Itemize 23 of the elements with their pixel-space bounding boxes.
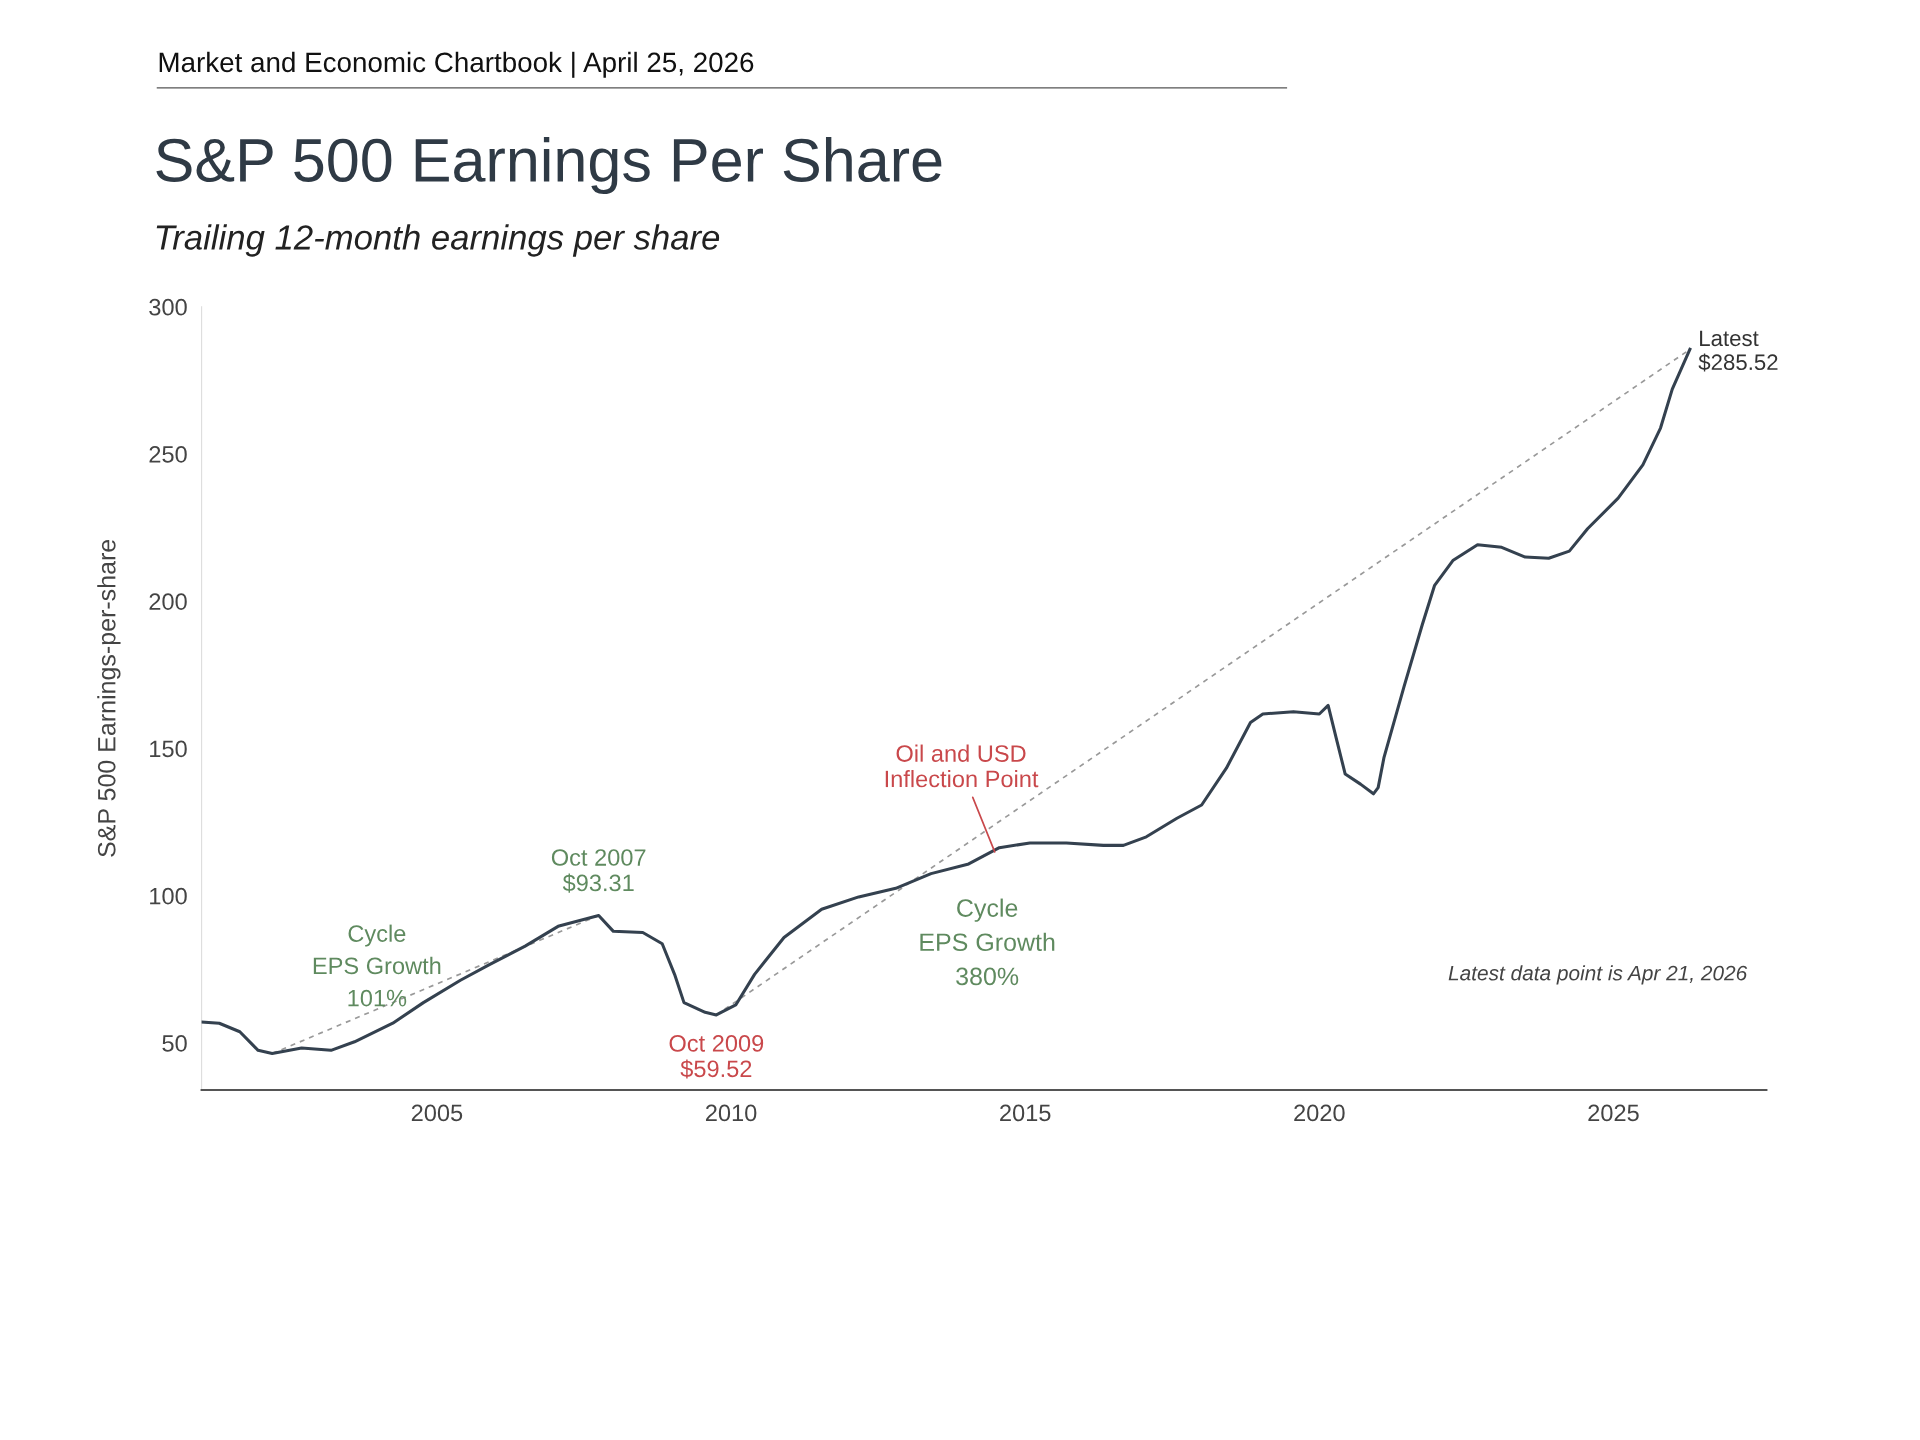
chart-title: S&P 500 Earnings Per Share (156, 137, 942, 195)
y-tick-label: 200 (149, 593, 187, 610)
chart-subtitle: Trailing 12-month earnings per share (156, 224, 720, 257)
annotation: Latest $285.52 (1698, 330, 1778, 372)
y-tick-label: 150 (150, 740, 187, 758)
x-tick-label: 2020 (1294, 1104, 1345, 1122)
y-axis-title: S&P 500 Earnings-per-share (97, 539, 121, 857)
x-tick-label: 2005 (411, 1104, 463, 1122)
line-series (201, 347, 1692, 1056)
y-tick-label: 300 (149, 298, 187, 316)
y-tick-label: 100 (150, 887, 187, 905)
annotation: Latest data point is Apr 21, 2026 (1448, 965, 1748, 985)
annotation: Cycle EPS Growth 101% (313, 924, 441, 1007)
y-tick-label: 50 (162, 1035, 187, 1052)
x-tick-label: 2010 (705, 1104, 757, 1122)
annotation: Oct 2007 $93.31 (551, 849, 646, 893)
x-tick-label: 2025 (1588, 1104, 1639, 1122)
text: Market and Economic Chartbook | April 25, 2026 (159, 51, 754, 78)
annotation: Oil and USD Inflection Point (885, 744, 1039, 788)
annotation: Cycle EPS Growth 380% (920, 898, 1055, 986)
annotation: Oct 2009 $59.52 (669, 1034, 764, 1079)
y-tick-label: 250 (149, 446, 187, 463)
x-tick-label: 2015 (1000, 1104, 1051, 1122)
